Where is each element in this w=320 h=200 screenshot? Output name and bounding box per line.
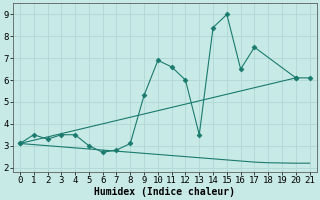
- X-axis label: Humidex (Indice chaleur): Humidex (Indice chaleur): [94, 186, 235, 197]
